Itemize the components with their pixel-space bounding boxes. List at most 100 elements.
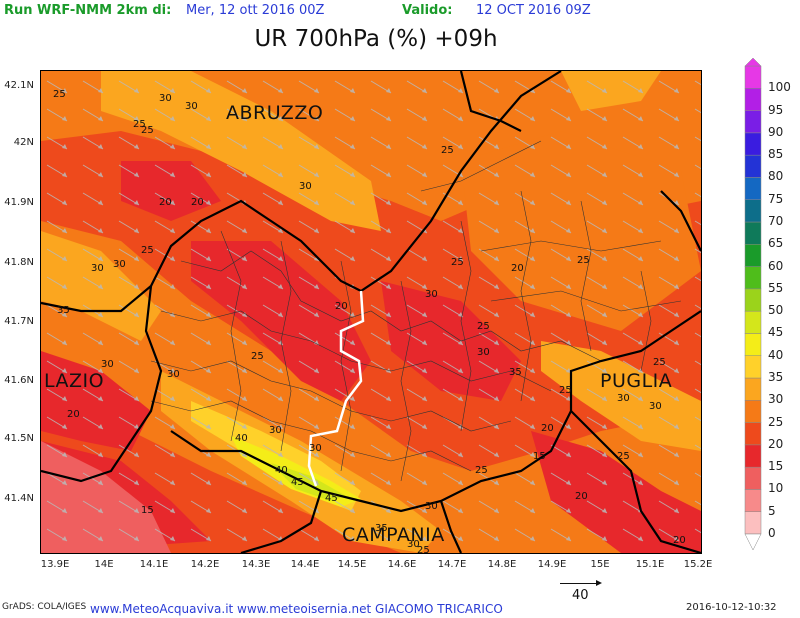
y-tick: 41.8N xyxy=(4,257,34,268)
colorbar-box xyxy=(744,422,762,446)
contour-label: 30 xyxy=(477,347,490,358)
regional-boundaries xyxy=(41,71,701,553)
colorbar-level-label: 10 xyxy=(768,481,784,496)
run-value: Mer, 12 ott 2016 00Z xyxy=(186,3,325,18)
contour-label: 45 xyxy=(325,493,338,504)
humidity-map: 30 30 25 25 25 30 20 20 25 30 25 25 35 3… xyxy=(40,70,702,554)
contour-label: 35 xyxy=(57,305,70,316)
contour-label: 25 xyxy=(141,125,154,136)
contour-label: 30 xyxy=(309,443,322,454)
x-tick: 14.3E xyxy=(241,559,271,570)
colorbar-level-label: 70 xyxy=(768,214,784,228)
contour-label: 45 xyxy=(291,477,304,488)
wind-reference-arrow-icon xyxy=(560,580,602,586)
contour-label: 25 xyxy=(477,321,490,332)
contour-label: 20 xyxy=(67,409,80,420)
colorbar-level-label: 75 xyxy=(768,191,784,206)
colorbar-box xyxy=(744,310,762,334)
x-tick: 14.2E xyxy=(190,559,220,570)
province-boundary xyxy=(307,290,365,487)
colorbar-box xyxy=(744,377,762,401)
contour-label: 20 xyxy=(159,197,172,208)
colorbar xyxy=(744,58,762,550)
valid-label: Valido: xyxy=(402,3,453,18)
valid-value: 12 OCT 2016 09Z xyxy=(476,3,591,18)
contour-label: 25 xyxy=(133,119,146,130)
contour-label: 30 xyxy=(649,401,662,412)
colorbar-box xyxy=(744,266,762,290)
wind-arrows xyxy=(41,71,701,553)
map-canvas: 30 30 25 25 25 30 20 20 25 30 25 25 35 3… xyxy=(41,71,701,553)
contour-label: 20 xyxy=(191,197,204,208)
contour-label: 25 xyxy=(559,385,572,396)
contour-label: 35 xyxy=(375,523,388,534)
colorbar-bottom-arrow-icon xyxy=(744,533,762,550)
colorbar-level-label: 50 xyxy=(768,303,784,318)
y-tick: 42N xyxy=(13,137,34,148)
x-tick: 14.5E xyxy=(337,559,367,570)
colorbar-box xyxy=(744,355,762,379)
x-tick: 14.8E xyxy=(487,559,517,570)
contour-label: 25 xyxy=(417,545,430,553)
contour-label: 25 xyxy=(653,357,666,368)
colorbar-level-label: 5 xyxy=(768,503,776,518)
contour-label: 15 xyxy=(141,505,154,516)
contour-label: 30 xyxy=(167,369,180,380)
x-tick: 14.9E xyxy=(537,559,567,570)
colorbar-level-label: 65 xyxy=(768,236,784,251)
y-tick: 41.4N xyxy=(4,493,34,504)
colorbar-level-label: 60 xyxy=(768,258,784,273)
colorbar-level-label: 80 xyxy=(768,169,784,184)
colorbar-box xyxy=(744,154,762,178)
contour-label: 35 xyxy=(509,367,522,378)
region-label-puglia: PUGLIA xyxy=(600,370,673,392)
x-tick: 15.1E xyxy=(635,559,665,570)
y-tick: 41.5N xyxy=(4,433,34,444)
contour-label: 25 xyxy=(53,89,66,100)
colorbar-level-label: 0 xyxy=(768,526,776,540)
x-tick: 14.6E xyxy=(387,559,417,570)
contour-label: 30 xyxy=(185,101,198,112)
colorbar-level-label: 25 xyxy=(768,414,784,429)
wind-reference-value: 40 xyxy=(572,588,589,603)
municipal-boundaries xyxy=(150,140,682,482)
colorbar-level-label: 100 xyxy=(768,80,791,95)
colorbar-box xyxy=(744,65,762,89)
generation-date: 2016-10-12-10:32 xyxy=(686,602,777,613)
contour-label: 20 xyxy=(335,301,348,312)
contour-label: 25 xyxy=(441,145,454,156)
y-tick: 42.1N xyxy=(4,80,34,91)
colorbar-box xyxy=(744,288,762,312)
x-tick: 14.4E xyxy=(290,559,320,570)
contour-label: 30 xyxy=(299,181,312,192)
contour-label: 30 xyxy=(407,539,420,550)
contour-label: 25 xyxy=(451,257,464,268)
colorbar-level-label: 40 xyxy=(768,347,784,362)
contour-label: 20 xyxy=(511,263,524,274)
contour-label: 30 xyxy=(425,501,438,512)
colorbar-box xyxy=(744,244,762,267)
colorbar-level-label: 85 xyxy=(768,147,784,162)
y-tick: 41.6N xyxy=(4,375,34,386)
contour-label: 20 xyxy=(575,491,588,502)
contour-label: 40 xyxy=(275,465,288,476)
colorbar-box xyxy=(744,466,762,490)
contour-label: 25 xyxy=(617,451,630,462)
contour-label: 30 xyxy=(91,263,104,274)
colorbar-box xyxy=(744,333,762,356)
x-tick: 14E xyxy=(94,559,114,570)
colorbar-level-label: 55 xyxy=(768,280,784,295)
x-tick: 15.2E xyxy=(683,559,713,570)
y-tick: 41.7N xyxy=(4,316,34,327)
contour-label: 30 xyxy=(617,393,630,404)
contour-label: 30 xyxy=(113,259,126,270)
grads-credit: GrADS: COLA/IGES xyxy=(2,602,87,612)
colorbar-level-label: 20 xyxy=(768,436,784,451)
contour-label: 20 xyxy=(673,535,686,546)
y-tick: 41.9N xyxy=(4,197,34,208)
contour-label: 40 xyxy=(235,433,248,444)
colorbar-level-label: 45 xyxy=(768,325,784,340)
x-tick: 14.7E xyxy=(437,559,467,570)
colorbar-box xyxy=(744,444,762,468)
contour-label: 25 xyxy=(475,465,488,476)
